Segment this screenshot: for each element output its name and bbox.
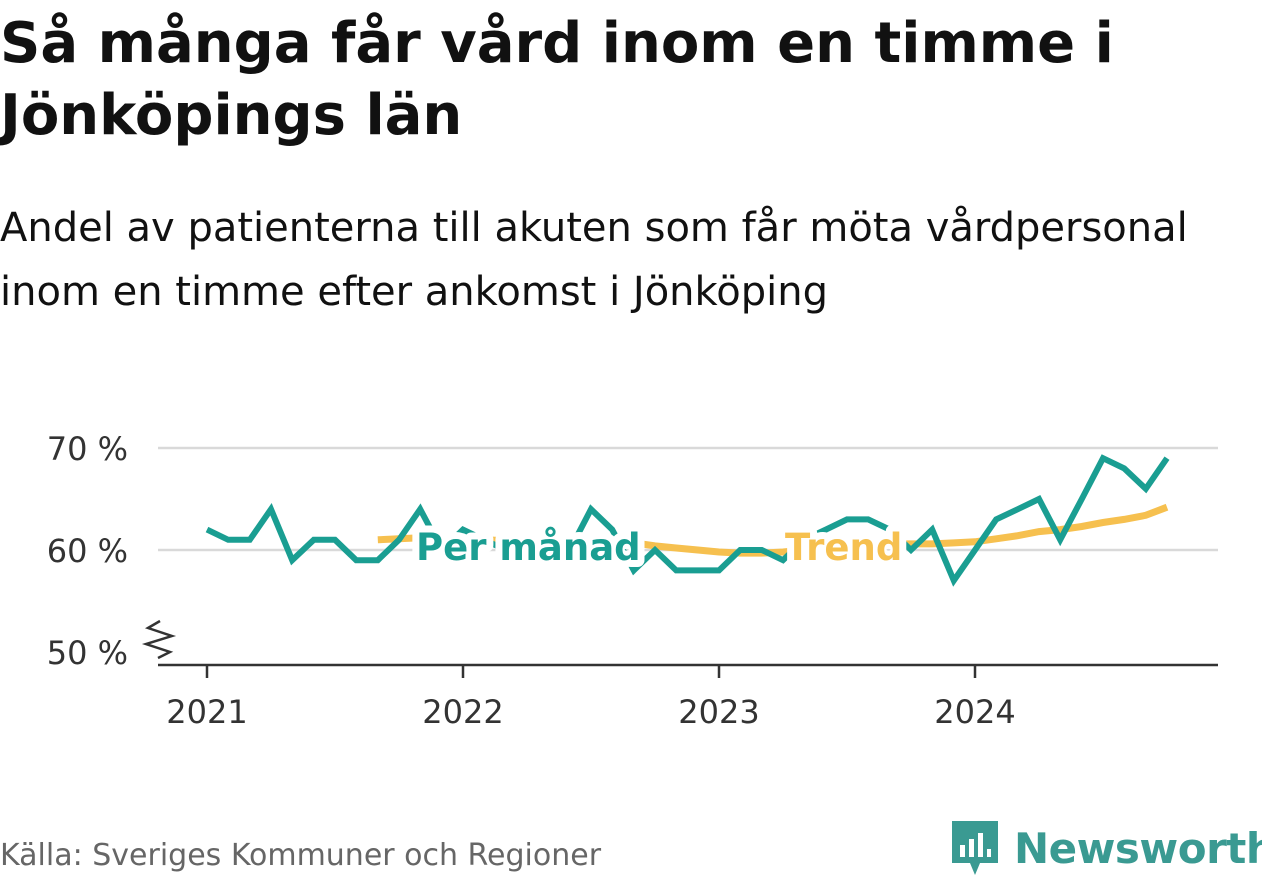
y-tick-label: 50 % (47, 634, 128, 672)
x-tick-label: 2022 (422, 693, 503, 731)
monthly-series-line (205, 454, 1170, 587)
monthly-label: Per månad (416, 526, 641, 569)
newsworthy-logo-icon (952, 821, 998, 875)
chart-title: Så många får vård inom en timme i Jönköp… (0, 11, 1114, 148)
source-note: Källa: Sveriges Kommuner och Regioner (0, 838, 602, 873)
trend-label: Trend (785, 526, 902, 569)
line-chart: 70 % 60 % 50 % 2021 2022 2023 2024 Per månad T… (47, 430, 1218, 731)
x-axis-ticks: 2021 2022 2023 2024 (166, 665, 1016, 731)
brand-name: Newsworthy (1014, 823, 1262, 873)
y-axis-tick-labels: 70 % 60 % 50 % (47, 430, 128, 672)
x-tick-label: 2021 (166, 693, 247, 731)
x-tick-label: 2024 (934, 693, 1015, 731)
series-annotations: Per månad Trend (409, 519, 909, 576)
y-axis-break-icon (141, 619, 177, 660)
y-tick-label: 60 % (47, 532, 128, 570)
x-axis (141, 619, 1218, 667)
series (205, 454, 1170, 587)
chart-subtitle: Andel av patienterna till akuten som får… (0, 205, 1188, 315)
y-tick-label: 70 % (47, 430, 128, 468)
x-tick-label: 2023 (678, 693, 759, 731)
brand-logo: Newsworthy (950, 818, 1262, 878)
